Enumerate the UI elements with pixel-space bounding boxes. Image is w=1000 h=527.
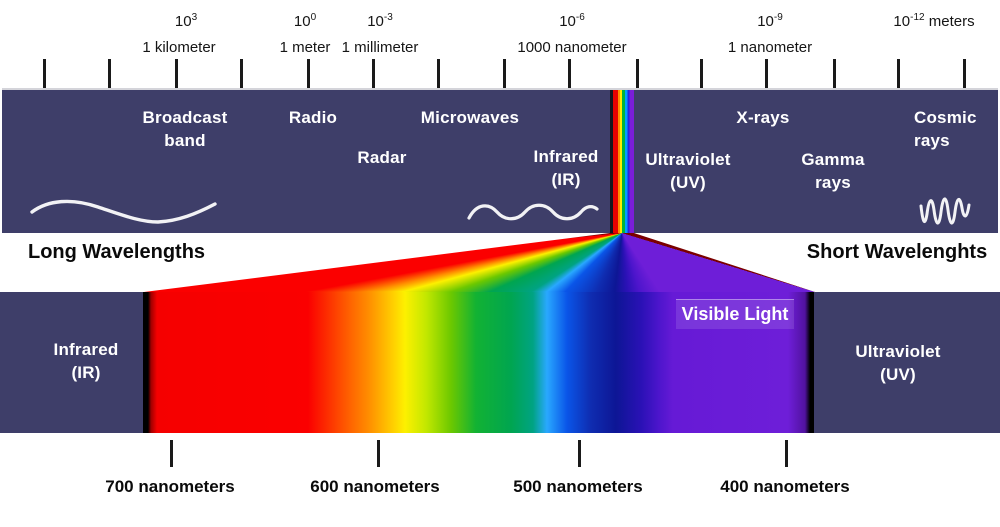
scale-unit-nanometer: 1 nanometer — [727, 39, 813, 56]
nm-tick — [785, 440, 788, 467]
label-radar: Radar — [357, 148, 407, 167]
label-gamma-rays-line2: rays — [815, 173, 851, 192]
label-ultraviolet: Ultraviolet — [645, 150, 731, 169]
scale-tick — [568, 59, 571, 88]
scale-tick — [372, 59, 375, 88]
label-400-nanometers: 400 nanometers — [720, 477, 850, 496]
scale-tick — [43, 59, 46, 88]
scale-exponent-km: 103 — [174, 12, 198, 30]
caption-short-wavelengths: Short Wavelenghts — [806, 241, 988, 263]
scale-exponent-nm: 10-9 — [757, 12, 783, 30]
scale-exponent-m: 100 — [293, 12, 317, 30]
label-500-nanometers: 500 nanometers — [513, 477, 643, 496]
scale-unit-millimeter: 1 millimeter — [341, 39, 419, 56]
label-visible-light: Visible Light — [676, 299, 794, 329]
label-cosmic-rays-line2: rays — [914, 131, 950, 150]
scale-tick — [636, 59, 639, 88]
scale-tick — [897, 59, 900, 88]
scale-tick — [503, 59, 506, 88]
label-xrays: X-rays — [736, 108, 790, 127]
scale-exponent-pm: 10-12 meters — [893, 12, 975, 30]
scale-tick — [108, 59, 111, 88]
label-ultraviolet-block: Ultraviolet — [855, 342, 941, 361]
label-infrared-block-line2: (IR) — [71, 363, 101, 382]
caption-long-wavelengths: Long Wavelengths — [28, 241, 206, 263]
scale-tick — [175, 59, 178, 88]
nm-tick — [578, 440, 581, 467]
label-infrared-block: Infrared — [53, 340, 119, 359]
scale-exponent-mm: 10-3 — [367, 12, 393, 30]
scale-tick — [963, 59, 966, 88]
label-600-nanometers: 600 nanometers — [310, 477, 440, 496]
label-gamma-rays: Gamma — [801, 150, 865, 169]
scale-tick — [833, 59, 836, 88]
ultraviolet-block — [814, 292, 1000, 433]
label-700-nanometers: 700 nanometers — [105, 477, 235, 496]
scale-tick — [437, 59, 440, 88]
scale-unit-meter: 1 meter — [279, 39, 331, 56]
label-ultraviolet-line2: (UV) — [670, 173, 706, 192]
nm-tick — [377, 440, 380, 467]
scale-tick — [700, 59, 703, 88]
scale-tick — [765, 59, 768, 88]
label-infrared-line2: (IR) — [551, 170, 581, 189]
nm-tick — [170, 440, 173, 467]
label-broadcast-band: Broadcast — [142, 108, 228, 127]
label-radio: Radio — [288, 108, 338, 127]
label-microwaves: Microwaves — [420, 108, 520, 127]
scale-exponent-um: 10-6 — [559, 12, 585, 30]
scale-unit-1000nanometer: 1000 nanometer — [517, 39, 627, 56]
label-infrared: Infrared — [533, 147, 599, 166]
label-ultraviolet-block-line2: (UV) — [880, 365, 916, 384]
scale-tick — [307, 59, 310, 88]
label-broadcast-band-line2: band — [164, 131, 206, 150]
visible-spectrum-gradient — [143, 292, 815, 433]
visible-light-strip — [610, 90, 634, 233]
label-cosmic-rays: Cosmic — [914, 108, 977, 127]
scale-tick — [240, 59, 243, 88]
scale-unit-kilometer: 1 kilometer — [142, 39, 216, 56]
infrared-block — [0, 292, 144, 433]
